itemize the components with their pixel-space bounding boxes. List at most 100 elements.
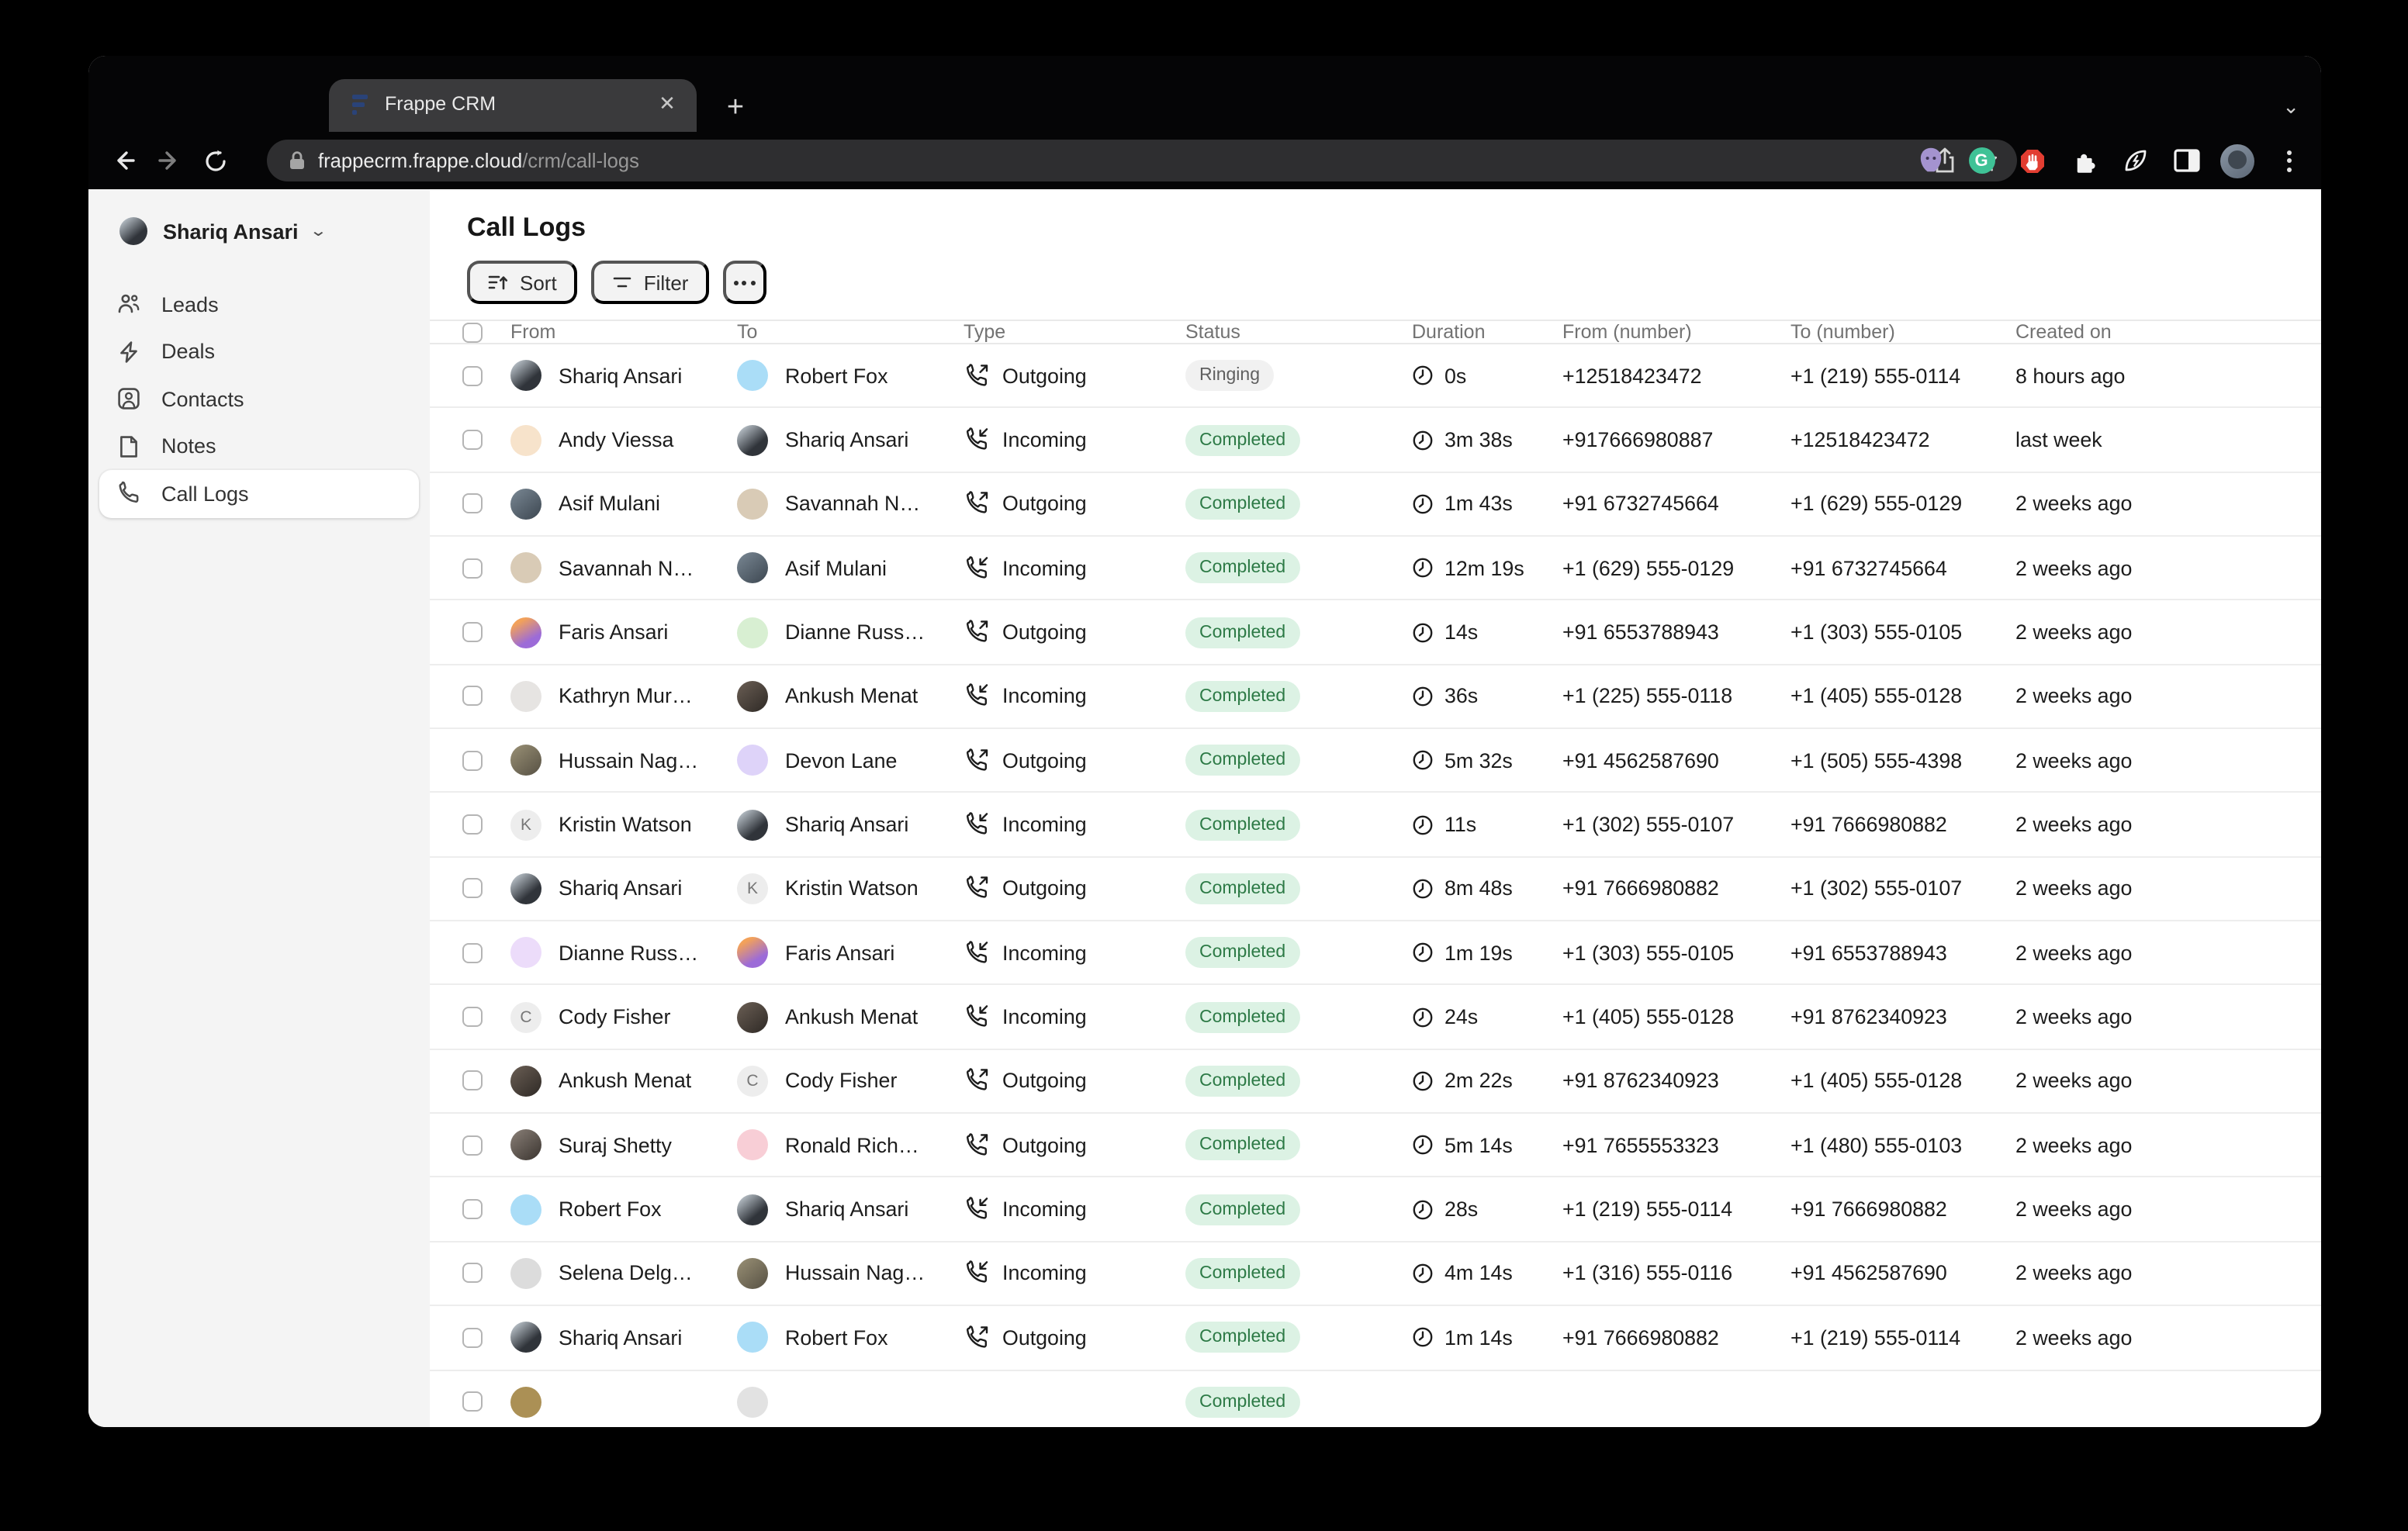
row-checkbox[interactable] bbox=[462, 1199, 483, 1220]
from-number: +917666980887 bbox=[1562, 428, 1714, 452]
column-header-status[interactable]: Status bbox=[1185, 321, 1240, 343]
tab-close-icon[interactable]: ✕ bbox=[659, 92, 676, 115]
to-name: Faris Ansari bbox=[785, 941, 895, 965]
table-row[interactable]: K Kristin Watson Shariq Ansari Incoming … bbox=[430, 793, 2321, 858]
sidebar-item-leads[interactable]: Leads bbox=[99, 281, 419, 328]
grammarly-extension-icon[interactable]: G bbox=[1961, 140, 2001, 181]
status-cell: Completed bbox=[1185, 1257, 1412, 1289]
status-badge: Completed bbox=[1185, 617, 1300, 648]
call-type-label: Incoming bbox=[1002, 1197, 1087, 1222]
column-header-created-on[interactable]: Created on bbox=[2015, 321, 2112, 343]
row-checkbox[interactable] bbox=[462, 814, 483, 835]
forward-button[interactable] bbox=[146, 139, 192, 182]
extensions-puzzle-icon[interactable] bbox=[2064, 140, 2104, 181]
row-checkbox[interactable] bbox=[462, 750, 483, 771]
filter-icon bbox=[613, 277, 631, 288]
row-checkbox[interactable] bbox=[462, 878, 483, 899]
clock-icon bbox=[1413, 1007, 1433, 1027]
row-checkbox[interactable] bbox=[462, 1263, 483, 1284]
row-checkbox[interactable] bbox=[462, 493, 483, 514]
user-menu[interactable]: Shariq Ansari ⌄ bbox=[99, 208, 419, 254]
row-checkbox[interactable] bbox=[462, 558, 483, 579]
table-row[interactable]: Ankush Menat C Cody Fisher Outgoing Comp… bbox=[430, 1050, 2321, 1115]
duration-cell: 5m 14s bbox=[1412, 1134, 1562, 1157]
from-avatar bbox=[510, 1065, 541, 1097]
sort-button[interactable]: Sort bbox=[467, 261, 577, 304]
row-checkbox[interactable] bbox=[462, 430, 483, 451]
from-name: Ankush Menat bbox=[559, 1069, 692, 1093]
to-avatar: K bbox=[737, 873, 768, 904]
type-cell: Incoming bbox=[964, 683, 1185, 710]
browser-toolbar: frappecrm.frappe.cloud/crm/call-logs G bbox=[88, 132, 2321, 189]
table-row[interactable]: Dianne Russ… Faris Ansari Incoming Compl… bbox=[430, 921, 2321, 986]
frappe-favicon-icon bbox=[349, 93, 371, 115]
filter-button[interactable]: Filter bbox=[590, 261, 709, 304]
row-checkbox[interactable] bbox=[462, 1135, 483, 1156]
table-row[interactable]: Shariq Ansari K Kristin Watson Outgoing … bbox=[430, 858, 2321, 922]
new-tab-button[interactable]: + bbox=[726, 92, 745, 124]
status-cell: Completed bbox=[1185, 552, 1412, 584]
call-type-label: Outgoing bbox=[1002, 1325, 1087, 1350]
table-row[interactable]: Shariq Ansari Robert Fox Outgoing Ringin… bbox=[430, 344, 2321, 409]
browser-tab-frappe-crm[interactable]: Frappe CRM ✕ bbox=[329, 79, 697, 132]
duration-value: 3m 38s bbox=[1444, 428, 1513, 452]
tab-search-chevron-icon[interactable]: ⌄ bbox=[2282, 95, 2299, 118]
table-row[interactable]: Robert Fox Shariq Ansari Incoming Comple… bbox=[430, 1178, 2321, 1242]
to-avatar bbox=[737, 745, 768, 776]
to-name: Dianne Russ… bbox=[785, 620, 925, 645]
from-number: +1 (303) 555-0105 bbox=[1562, 941, 1735, 965]
adblock-extension-icon[interactable] bbox=[2012, 140, 2053, 181]
duration-value: 2m 22s bbox=[1444, 1069, 1513, 1093]
sidebar-item-notes[interactable]: Notes bbox=[99, 423, 419, 470]
row-checkbox[interactable] bbox=[462, 1391, 483, 1412]
status-badge: Completed bbox=[1185, 873, 1300, 904]
select-all-checkbox[interactable] bbox=[462, 322, 483, 342]
column-header-from-number[interactable]: From (number) bbox=[1562, 321, 1692, 343]
address-bar[interactable]: frappecrm.frappe.cloud/crm/call-logs bbox=[267, 140, 2017, 181]
from-name: Robert Fox bbox=[559, 1197, 662, 1222]
table-row[interactable]: Selena Delg… Hussain Nag… Incoming Compl… bbox=[430, 1242, 2321, 1307]
created-on: 2 weeks ago bbox=[2015, 556, 2133, 580]
sidebar-item-deals[interactable]: Deals bbox=[99, 328, 419, 375]
table-row[interactable]: Completed bbox=[430, 1370, 2321, 1427]
from-cell: Faris Ansari bbox=[510, 617, 737, 648]
row-checkbox[interactable] bbox=[462, 1007, 483, 1028]
table-row[interactable]: C Cody Fisher Ankush Menat Incoming Comp… bbox=[430, 986, 2321, 1050]
to-number: +91 8762340923 bbox=[1790, 1005, 1947, 1029]
table-row[interactable]: Faris Ansari Dianne Russ… Outgoing Compl… bbox=[430, 601, 2321, 665]
sidebar-item-contacts[interactable]: Contacts bbox=[99, 375, 419, 423]
row-checkbox[interactable] bbox=[462, 942, 483, 963]
table-row[interactable]: Asif Mulani Savannah N… Outgoing Complet… bbox=[430, 472, 2321, 537]
column-header-from[interactable]: From bbox=[510, 321, 556, 343]
table-row[interactable]: Kathryn Mur… Ankush Menat Incoming Compl… bbox=[430, 665, 2321, 730]
status-badge: Completed bbox=[1185, 1257, 1300, 1289]
column-header-duration[interactable]: Duration bbox=[1412, 321, 1486, 343]
reload-button[interactable] bbox=[192, 139, 239, 182]
row-checkbox[interactable] bbox=[462, 1327, 483, 1348]
row-checkbox[interactable] bbox=[462, 1070, 483, 1091]
row-checkbox[interactable] bbox=[462, 365, 483, 386]
table-row[interactable]: Savannah N… Asif Mulani Incoming Complet… bbox=[430, 537, 2321, 601]
table-row[interactable]: Shariq Ansari Robert Fox Outgoing Comple… bbox=[430, 1306, 2321, 1370]
table-row[interactable]: Suraj Shetty Ronald Rich… Outgoing Compl… bbox=[430, 1114, 2321, 1178]
from-avatar bbox=[510, 1386, 541, 1418]
energy-saver-leaf-icon[interactable] bbox=[2115, 140, 2155, 181]
more-options-button[interactable] bbox=[722, 261, 766, 304]
column-header-type[interactable]: Type bbox=[964, 321, 1006, 343]
from-name: Shariq Ansari bbox=[559, 364, 683, 388]
table-row[interactable]: Andy Viessa Shariq Ansari Incoming Compl… bbox=[430, 409, 2321, 473]
sidebar-item-call-logs[interactable]: Call Logs bbox=[99, 470, 419, 517]
back-button[interactable] bbox=[99, 139, 146, 182]
row-checkbox[interactable] bbox=[462, 686, 483, 707]
table-row[interactable]: Hussain Nag… Devon Lane Outgoing Complet… bbox=[430, 729, 2321, 793]
browser-menu-kebab-icon[interactable] bbox=[2268, 140, 2309, 181]
row-checkbox[interactable] bbox=[462, 622, 483, 643]
from-number: +91 6553788943 bbox=[1562, 620, 1719, 645]
duration-value: 5m 32s bbox=[1444, 748, 1513, 772]
profile-avatar[interactable] bbox=[2217, 140, 2258, 181]
column-header-to[interactable]: To bbox=[737, 321, 758, 343]
column-header-to-number[interactable]: To (number) bbox=[1790, 321, 1895, 343]
from-number: +1 (219) 555-0114 bbox=[1562, 1197, 1733, 1222]
side-panel-icon[interactable] bbox=[2166, 140, 2206, 181]
github-extension-icon[interactable] bbox=[1910, 140, 1950, 181]
